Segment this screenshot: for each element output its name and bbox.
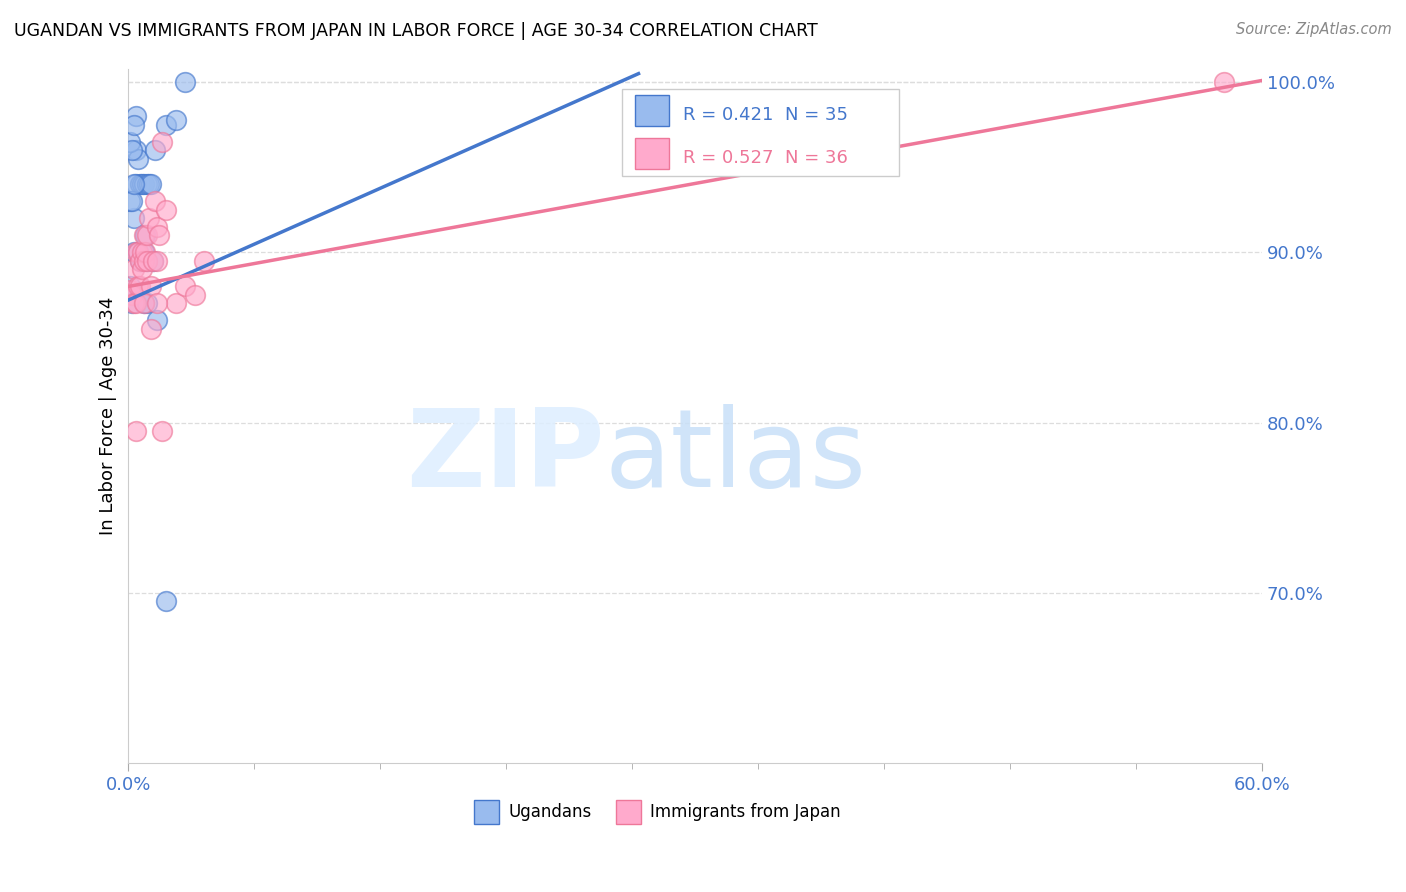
Point	[136, 253, 159, 268]
Point	[134, 245, 156, 260]
Point	[136, 178, 159, 192]
Point	[131, 178, 153, 192]
Bar	[474, 800, 499, 824]
Point	[174, 75, 197, 89]
Point	[125, 178, 148, 192]
Point	[122, 211, 145, 226]
Point	[127, 245, 149, 260]
Point	[138, 178, 160, 192]
Text: UGANDAN VS IMMIGRANTS FROM JAPAN IN LABOR FORCE | AGE 30-34 CORRELATION CHART: UGANDAN VS IMMIGRANTS FROM JAPAN IN LABO…	[14, 22, 818, 40]
Point	[165, 296, 187, 310]
Point	[127, 245, 149, 260]
Point	[132, 228, 155, 243]
Point	[120, 135, 142, 149]
Point	[132, 296, 155, 310]
Text: R = 0.421: R = 0.421	[683, 106, 773, 124]
Point	[139, 322, 162, 336]
Point	[146, 219, 169, 234]
Point	[193, 253, 215, 268]
Point	[121, 194, 143, 209]
Bar	[616, 800, 641, 824]
Point	[132, 178, 155, 192]
Point	[146, 296, 169, 310]
Point	[122, 118, 145, 132]
Point	[143, 194, 166, 209]
Point	[120, 283, 142, 297]
Text: N = 35: N = 35	[785, 106, 848, 124]
FancyBboxPatch shape	[621, 89, 900, 177]
Point	[122, 262, 145, 277]
Point	[121, 288, 143, 302]
Point	[132, 245, 155, 260]
Point	[131, 253, 153, 268]
Point	[155, 202, 177, 217]
Point	[155, 118, 177, 132]
Point	[165, 112, 187, 127]
Text: Immigrants from Japan: Immigrants from Japan	[650, 803, 841, 821]
Point	[136, 228, 159, 243]
Point	[143, 143, 166, 157]
Point	[125, 143, 148, 157]
Point	[152, 135, 174, 149]
Point	[120, 279, 142, 293]
Point	[125, 109, 148, 123]
Y-axis label: In Labor Force | Age 30-34: In Labor Force | Age 30-34	[100, 297, 117, 535]
Point	[122, 296, 145, 310]
Bar	[636, 138, 669, 169]
Point	[136, 296, 159, 310]
Point	[146, 313, 169, 327]
Text: ZIP: ZIP	[406, 404, 605, 510]
Point	[122, 178, 145, 192]
Point	[121, 143, 143, 157]
Text: atlas: atlas	[605, 404, 866, 510]
Point	[142, 253, 165, 268]
Point	[128, 253, 150, 268]
Point	[127, 152, 149, 166]
Point	[122, 245, 145, 260]
Point	[132, 253, 155, 268]
Point	[121, 296, 143, 310]
Point	[148, 228, 170, 243]
Text: R = 0.527: R = 0.527	[683, 149, 773, 168]
Point	[139, 178, 162, 192]
Text: Ugandans: Ugandans	[508, 803, 592, 821]
Point	[152, 424, 174, 438]
Point	[125, 245, 148, 260]
Point	[131, 245, 153, 260]
Point	[131, 262, 153, 277]
Point	[134, 228, 156, 243]
Point	[125, 296, 148, 310]
Point	[128, 178, 150, 192]
Point	[136, 253, 159, 268]
Bar	[636, 95, 669, 126]
Point	[128, 253, 150, 268]
Point	[1213, 75, 1236, 89]
Point	[128, 279, 150, 293]
Point	[120, 194, 142, 209]
Point	[146, 253, 169, 268]
Point	[142, 253, 165, 268]
Text: N = 36: N = 36	[785, 149, 848, 168]
Point	[138, 211, 160, 226]
Point	[125, 424, 148, 438]
Point	[174, 279, 197, 293]
Point	[139, 279, 162, 293]
Point	[132, 296, 155, 310]
Point	[183, 288, 205, 302]
Text: Source: ZipAtlas.com: Source: ZipAtlas.com	[1236, 22, 1392, 37]
Point	[155, 594, 177, 608]
Point	[127, 279, 149, 293]
